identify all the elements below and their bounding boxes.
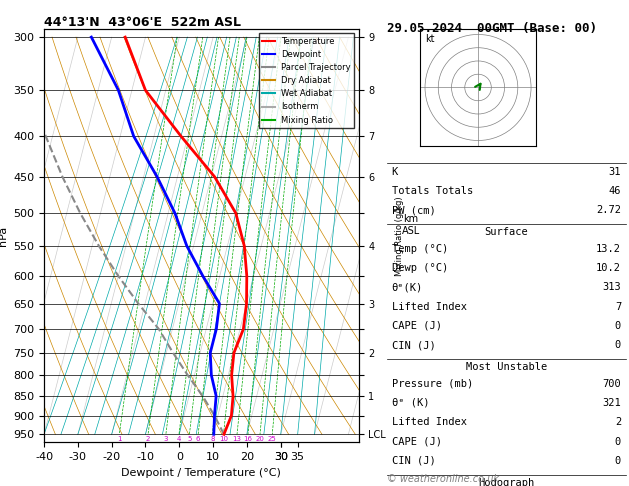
Text: 29.05.2024  00GMT (Base: 00): 29.05.2024 00GMT (Base: 00)	[387, 22, 597, 35]
Text: 1: 1	[117, 436, 121, 442]
Text: 2: 2	[146, 436, 150, 442]
Text: CIN (J): CIN (J)	[392, 340, 435, 350]
Legend: Temperature, Dewpoint, Parcel Trajectory, Dry Adiabat, Wet Adiabat, Isotherm, Mi: Temperature, Dewpoint, Parcel Trajectory…	[259, 34, 354, 128]
Text: Mixing Ratio (g/kg): Mixing Ratio (g/kg)	[395, 196, 404, 276]
Text: 0: 0	[615, 456, 621, 466]
Y-axis label: km
ASL: km ASL	[402, 214, 420, 236]
Text: θᵉ (K): θᵉ (K)	[392, 398, 429, 408]
Text: Hodograph: Hodograph	[478, 478, 535, 486]
Text: 10.2: 10.2	[596, 263, 621, 273]
Text: 3: 3	[164, 436, 168, 442]
Text: 46: 46	[609, 186, 621, 196]
Text: Totals Totals: Totals Totals	[392, 186, 473, 196]
Y-axis label: hPa: hPa	[0, 226, 8, 246]
Text: Most Unstable: Most Unstable	[465, 363, 547, 372]
Text: 16: 16	[243, 436, 252, 442]
Text: kt: kt	[425, 35, 435, 44]
Text: 2: 2	[615, 417, 621, 427]
Text: Surface: Surface	[484, 227, 528, 238]
Text: 20: 20	[255, 436, 264, 442]
Text: 0: 0	[615, 340, 621, 350]
Text: 700: 700	[603, 379, 621, 389]
Text: 7: 7	[615, 301, 621, 312]
Text: θᵉ(K): θᵉ(K)	[392, 282, 423, 292]
Text: 8: 8	[210, 436, 214, 442]
Text: K: K	[392, 167, 398, 176]
Text: CIN (J): CIN (J)	[392, 456, 435, 466]
Text: 44°13'N  43°06'E  522m ASL: 44°13'N 43°06'E 522m ASL	[44, 16, 241, 29]
Text: © weatheronline.co.uk: © weatheronline.co.uk	[387, 473, 499, 484]
Text: Lifted Index: Lifted Index	[392, 417, 467, 427]
Text: 13.2: 13.2	[596, 243, 621, 254]
Text: 313: 313	[603, 282, 621, 292]
Text: Pressure (mb): Pressure (mb)	[392, 379, 473, 389]
Text: 0: 0	[615, 436, 621, 447]
Text: Temp (°C): Temp (°C)	[392, 243, 448, 254]
Text: 0: 0	[615, 321, 621, 331]
Text: 10: 10	[219, 436, 228, 442]
Text: Lifted Index: Lifted Index	[392, 301, 467, 312]
Text: 5: 5	[187, 436, 192, 442]
Text: 6: 6	[196, 436, 201, 442]
Text: 25: 25	[268, 436, 277, 442]
Text: 321: 321	[603, 398, 621, 408]
Text: 13: 13	[233, 436, 242, 442]
Text: CAPE (J): CAPE (J)	[392, 436, 442, 447]
Text: 2.72: 2.72	[596, 205, 621, 215]
Text: CAPE (J): CAPE (J)	[392, 321, 442, 331]
Text: 31: 31	[609, 167, 621, 176]
Text: PW (cm): PW (cm)	[392, 205, 435, 215]
Text: 4: 4	[177, 436, 181, 442]
X-axis label: Dewpoint / Temperature (°C): Dewpoint / Temperature (°C)	[121, 468, 281, 478]
Text: Dewp (°C): Dewp (°C)	[392, 263, 448, 273]
